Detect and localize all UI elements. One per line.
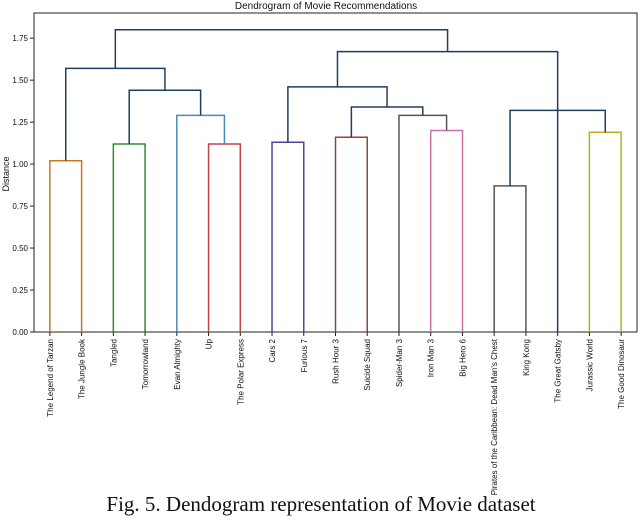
y-tick-label: 0.00	[12, 328, 28, 337]
dendrogram-link	[398, 114, 448, 332]
leaf-label: Suicide Squad	[363, 339, 372, 391]
chart-title: Dendrogram of Movie Recommendations	[235, 1, 417, 12]
dendrogram-link	[114, 29, 449, 69]
dendrogram-link	[207, 143, 242, 332]
leaf-label: The Good Dinosaur	[617, 339, 626, 409]
y-axis-ticks: 0.00 0.25 0.50 0.75 1.00 1.25 1.50 1.75	[12, 34, 34, 337]
leaf-label: Furious 7	[300, 338, 309, 372]
leaf-label: Iron Man 3	[427, 338, 436, 377]
dendrogram-link	[128, 89, 202, 144]
leaf-labels: The Legend of Tarzan The Jungle Book Tangl…	[46, 332, 626, 495]
dendrogram-link	[429, 129, 464, 332]
y-tick-label: 0.25	[12, 286, 28, 295]
dendrogram-link	[336, 50, 559, 87]
leaf-label: Spider-Man 3	[395, 338, 404, 387]
y-tick-label: 1.00	[12, 160, 28, 169]
leaf-label: The Great Gatsby	[554, 339, 563, 403]
dendrogram-link	[176, 114, 226, 332]
dendrogram-links	[49, 29, 622, 332]
leaf-label: Up	[205, 338, 214, 349]
dendrogram-link	[493, 185, 527, 332]
dendrogram-link	[64, 67, 166, 161]
figure-caption: Fig. 5. Dendogram representation of Movi…	[106, 492, 536, 516]
leaf-label: The Jungle Book	[78, 338, 87, 399]
leaf-label: The Legend of Tarzan	[46, 339, 55, 417]
leaf-label: The Polar Express	[236, 339, 245, 405]
leaf-label: Rush Hour 3	[332, 338, 341, 383]
leaf-label: Tangled	[109, 339, 118, 367]
y-tick-label: 1.75	[12, 34, 28, 43]
y-tick-label: 1.25	[12, 118, 28, 127]
dendrogram-link	[271, 141, 305, 332]
leaf-label: Evan Almighty	[173, 339, 182, 390]
leaf-label: Pirates of the Caribbean: Dead Man's Che…	[490, 338, 499, 495]
leaf-label: Big Hero 6	[458, 338, 467, 376]
dendrogram-link	[287, 86, 388, 143]
y-tick-label: 1.50	[12, 76, 28, 85]
y-tick-label: 0.75	[12, 202, 28, 211]
y-axis-label: Distance	[1, 156, 11, 191]
leaf-label: Cars 2	[268, 338, 277, 362]
leaf-label: Tomorrowland	[141, 339, 150, 389]
dendrogram-link	[49, 159, 83, 332]
y-tick-label: 0.50	[12, 244, 28, 253]
dendrogram-link	[588, 131, 622, 332]
dendrogram-link	[334, 136, 368, 332]
leaf-label: Jurassic World	[585, 339, 594, 391]
leaf-label: King Kong	[522, 339, 531, 376]
dendrogram-link	[112, 143, 146, 332]
dendrogram-link	[350, 106, 424, 138]
